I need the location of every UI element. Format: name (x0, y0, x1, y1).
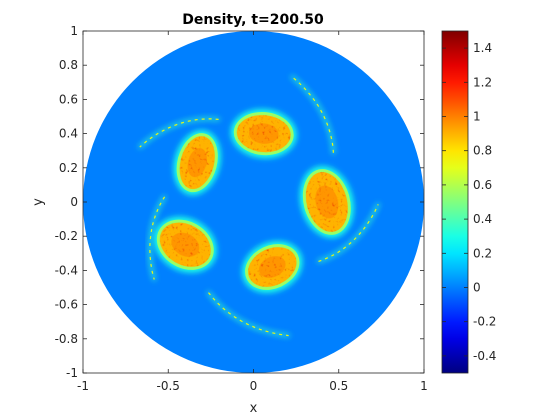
chart-title: Density, t=200.50 (182, 12, 324, 28)
filament-core (208, 292, 289, 337)
x-tick-label: 0 (250, 379, 258, 393)
colorbar-tick-label: -0.2 (473, 315, 496, 329)
density-blob (242, 241, 303, 293)
y-tick-label: 0.4 (59, 127, 78, 141)
colorbar-tick-label: 0.6 (473, 178, 492, 192)
filament-arm (317, 202, 380, 263)
x-tick-label: 0.5 (329, 379, 348, 393)
x-tick-label: -0.5 (157, 379, 180, 393)
colorbar-tick-label: -0.4 (473, 349, 496, 363)
axes: -1 -0.5 0 0.5 1 1 0.8 0.6 0.4 0.2 0 -0.2 -0.4 -0.6 -0.… (55, 24, 428, 393)
y-tick-label: -0.2 (55, 229, 78, 243)
x-tick-label: -1 (77, 379, 89, 393)
density-blob (173, 130, 221, 196)
x-tick-label: 1 (420, 379, 428, 393)
colorbar-tick-label: 0.8 (473, 144, 492, 158)
y-tick-label: -1 (66, 366, 78, 380)
y-tick-label: 0.2 (59, 161, 78, 175)
colorbar-tick-label: 1 (473, 110, 481, 124)
y-tick-label: -0.4 (55, 263, 78, 277)
density-blob (299, 166, 354, 238)
x-axis-label: x (250, 401, 258, 416)
y-tick-label: 0 (70, 195, 78, 209)
colorbar-gradient (441, 30, 469, 374)
colorbar-tick-label: 0 (473, 281, 481, 295)
y-axis-label: y (31, 198, 46, 206)
colorbar: 1.4 1.2 1 0.8 0.6 0.4 0.2 0 -0.2 -0.4 (441, 30, 496, 374)
y-tick-label: -0.6 (55, 298, 78, 312)
y-tick-label: 0.8 (59, 58, 78, 72)
colorbar-tick-label: 0.2 (473, 246, 492, 260)
y-tick-label: -0.8 (55, 332, 78, 346)
y-tick-label: 1 (70, 24, 78, 38)
filament-arm (138, 117, 221, 149)
colorbar-tick-label: 1.2 (473, 75, 492, 89)
domain-disk (83, 31, 424, 373)
density-blob (153, 216, 217, 273)
y-tick-label: 0.6 (59, 92, 78, 106)
colorbar-tick-label: 1.4 (473, 41, 492, 55)
filament-arm (148, 195, 167, 281)
colorbar-tick-label: 0.4 (473, 212, 492, 226)
density-field (83, 31, 424, 373)
density-blob (230, 109, 297, 159)
filament-core (291, 76, 334, 153)
